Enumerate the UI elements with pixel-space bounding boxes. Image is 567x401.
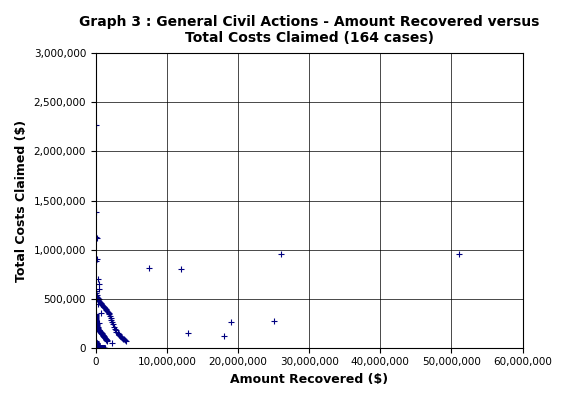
- X-axis label: Amount Recovered ($): Amount Recovered ($): [230, 373, 388, 386]
- Y-axis label: Total Costs Claimed ($): Total Costs Claimed ($): [15, 119, 28, 282]
- Title: Graph 3 : General Civil Actions - Amount Recovered versus
Total Costs Claimed (1: Graph 3 : General Civil Actions - Amount…: [79, 15, 539, 45]
